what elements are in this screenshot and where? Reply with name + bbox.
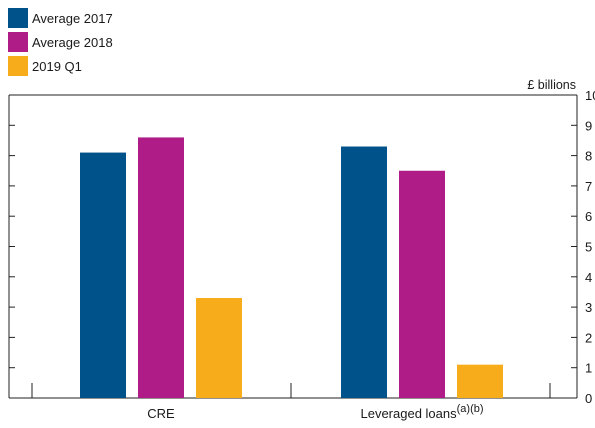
- y-tick-label: 6: [585, 209, 592, 224]
- bar-cre-series-1: [80, 152, 126, 398]
- category-label: Leveraged loans(a)(b): [360, 403, 483, 421]
- category-label: CRE: [147, 406, 175, 421]
- legend-swatch-3: [8, 56, 28, 76]
- legend-label-2: Average 2018: [32, 35, 113, 50]
- y-tick-labels: 0 1 2 3 4 5 6 7 8 9 10: [585, 88, 595, 406]
- category-label-text: Leveraged loans: [360, 406, 457, 421]
- legend: Average 2017 Average 2018 2019 Q1: [8, 8, 113, 76]
- bar-cre-series-3: [196, 298, 242, 398]
- y-tick-label: 3: [585, 300, 592, 315]
- y-tick-label: 4: [585, 270, 592, 285]
- category-label-text: CRE: [147, 406, 175, 421]
- y-tick-label: 10: [585, 88, 595, 103]
- y-tick-label: 0: [585, 391, 592, 406]
- category-footnote-marker: (a)(b): [457, 403, 484, 415]
- y-tick-label: 9: [585, 118, 592, 133]
- bar-cre-series-2: [138, 137, 184, 399]
- bar-leveraged-loans-series-2: [399, 170, 445, 398]
- y-tick-label: 7: [585, 179, 592, 194]
- unit-label: £ billions: [527, 78, 576, 92]
- legend-label-3: 2019 Q1: [32, 59, 82, 74]
- bar-leveraged-loans-series-3: [457, 364, 503, 398]
- legend-swatch-1: [8, 8, 28, 28]
- bar-leveraged-loans-series-1: [341, 146, 387, 398]
- bars: [80, 137, 503, 399]
- y-tick-label: 5: [585, 240, 592, 255]
- legend-swatch-2: [8, 32, 28, 52]
- y-tick-label: 8: [585, 149, 592, 164]
- category-labels: CRE Leveraged loans(a)(b): [147, 403, 483, 421]
- y-tick-label: 2: [585, 330, 592, 345]
- legend-label-1: Average 2017: [32, 11, 113, 26]
- y-tick-label: 1: [585, 361, 592, 376]
